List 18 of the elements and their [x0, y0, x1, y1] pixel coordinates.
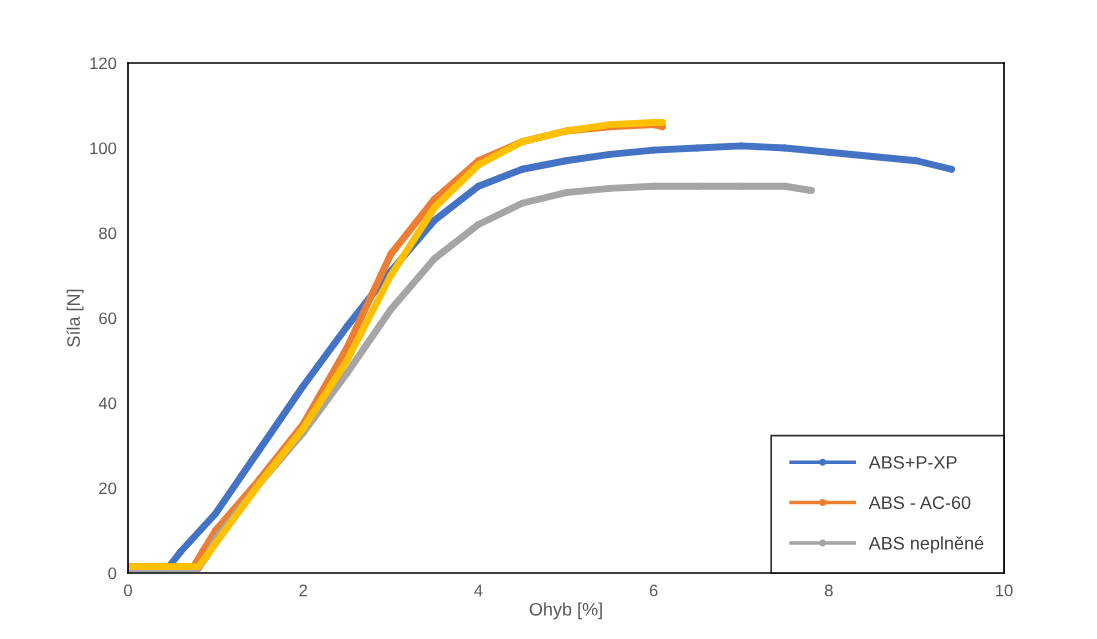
- x-tick-label: 8: [824, 584, 833, 597]
- x-tick-label: 2: [299, 584, 307, 597]
- y-tick-label: 40: [98, 397, 117, 410]
- legend-label: ABS+P-XP: [868, 455, 957, 469]
- legend-label: ABS neplněné: [868, 536, 984, 554]
- y-tick-label: 80: [99, 227, 117, 240]
- y-tick-label: 60: [99, 312, 117, 325]
- x-tick-label: 6: [649, 584, 658, 597]
- y-axis-title: Síla [N]: [66, 289, 84, 347]
- y-tick-label: 20: [99, 482, 117, 495]
- y-tick-label: 100: [90, 142, 117, 155]
- legend-label: ABS - AC-60: [868, 496, 971, 510]
- y-tick-label: 0: [108, 567, 117, 580]
- x-axis-title: Ohyb [%]: [529, 602, 602, 620]
- x-tick-label: 0: [124, 584, 132, 597]
- x-tick-label: 4: [474, 584, 483, 597]
- x-tick-label: 10: [996, 584, 1013, 597]
- y-tick-label: 120: [90, 57, 117, 70]
